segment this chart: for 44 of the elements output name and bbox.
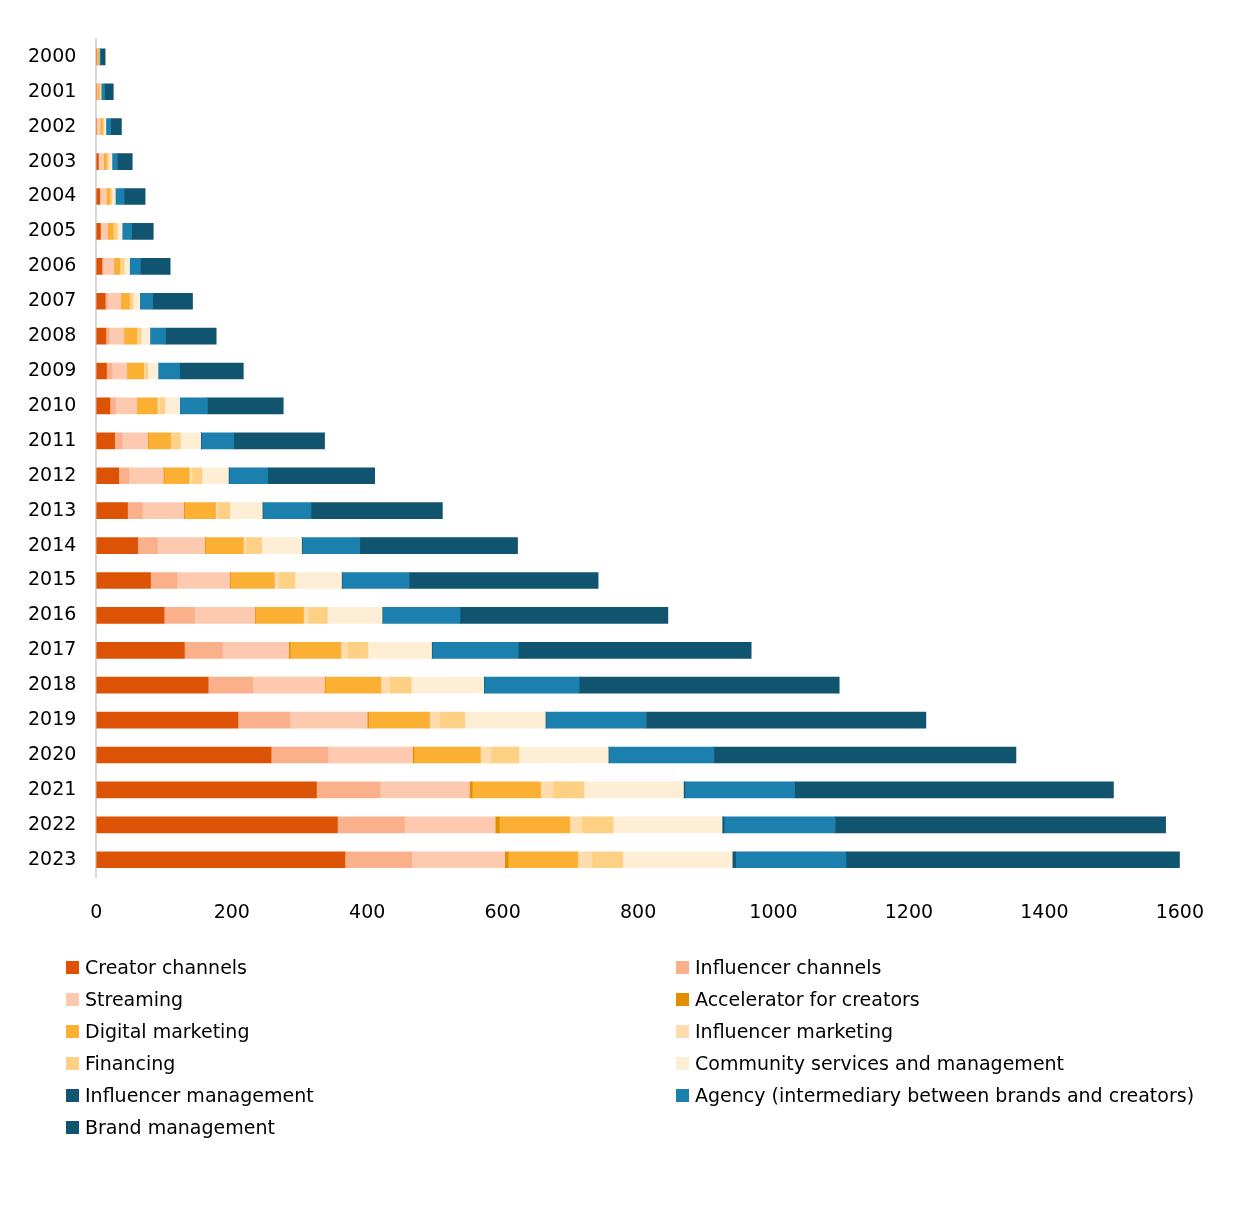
y-tick-label: 2022 — [27, 811, 77, 834]
legend-label: Agency (intermediary between brands and creators) — [695, 1084, 1195, 1106]
x-tick-label: 1400 — [1020, 899, 1069, 922]
x-tick-label: 1200 — [884, 899, 934, 922]
y-tick-label: 2019 — [27, 707, 77, 730]
y-tick-label: 2011 — [27, 427, 77, 450]
x-tick-label: 1600 — [1155, 899, 1204, 922]
y-tick-label: 2008 — [27, 323, 77, 346]
y-tick-label: 2007 — [27, 288, 77, 311]
y-tick-label: 2003 — [27, 148, 77, 171]
x-tick-label: 600 — [484, 899, 521, 922]
y-tick-label: 2002 — [27, 113, 77, 136]
x-tick-label: 0 — [90, 899, 103, 922]
y-tick-label: 2018 — [27, 672, 77, 695]
y-tick-label: 2017 — [27, 637, 77, 660]
y-tick-label: 2001 — [27, 78, 77, 101]
y-tick-label: 2021 — [27, 776, 77, 799]
legend-label: Financing — [85, 1052, 176, 1074]
y-tick-label: 2004 — [27, 183, 77, 206]
y-tick-label: 2013 — [27, 497, 77, 520]
legend-label: Influencer channels — [695, 956, 882, 978]
legend-label: Digital marketing — [85, 1020, 250, 1042]
x-tick-label: 1000 — [749, 899, 798, 922]
legend-label: Influencer management — [85, 1084, 314, 1106]
legend-label: Influencer marketing — [695, 1020, 894, 1042]
y-tick-label: 2000 — [27, 43, 77, 66]
legend-label: Creator channels — [85, 956, 248, 978]
y-tick-label: 2020 — [27, 741, 77, 764]
legend-label: Streaming — [85, 988, 184, 1010]
y-tick-label: 2023 — [27, 846, 77, 869]
y-tick-label: 2014 — [27, 532, 77, 555]
y-tick-label: 2016 — [27, 602, 77, 625]
x-tick-label: 800 — [619, 899, 657, 922]
y-tick-label: 2012 — [27, 462, 77, 485]
x-tick-label: 400 — [349, 899, 386, 922]
x-tick-label: 200 — [213, 899, 250, 922]
y-tick-label: 2010 — [27, 392, 77, 415]
legend-label: Community services and management — [695, 1052, 1065, 1074]
y-tick-label: 2015 — [27, 567, 77, 590]
y-tick-label: 2009 — [27, 357, 77, 380]
legend-label: Accelerator for creators — [695, 988, 920, 1010]
legend-label: Brand management — [85, 1116, 275, 1138]
y-tick-label: 2006 — [27, 253, 77, 276]
y-tick-label: 2005 — [27, 218, 77, 241]
